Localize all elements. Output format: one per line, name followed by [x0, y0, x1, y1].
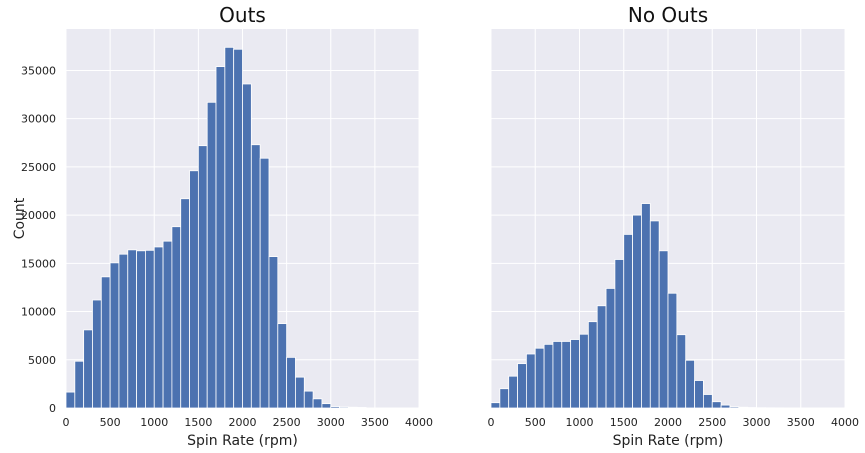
- no-outs-histogram-bar: [605, 288, 616, 409]
- no-outs-histogram-bar: [729, 406, 740, 409]
- outs-histogram-bar: [312, 398, 323, 409]
- no-outs-histogram-bar: [720, 404, 731, 409]
- no-outs-x-tick-label: 3000: [743, 416, 771, 429]
- no-outs-histogram-bar: [711, 401, 722, 409]
- no-outs-histogram-bar: [632, 214, 642, 409]
- outs-x-tick-label: 3500: [361, 416, 389, 429]
- no-outs-histogram-bar: [703, 394, 713, 409]
- no-outs-histogram-bar: [526, 353, 536, 409]
- no-outs-histogram-bar: [685, 359, 695, 409]
- no-outs-x-tick-label: 2000: [654, 416, 682, 429]
- outs-histogram-bar: [136, 250, 146, 409]
- outs-histogram-bar: [286, 356, 296, 409]
- no-outs-histogram-bar: [543, 343, 554, 409]
- no-outs-histogram-bar: [508, 375, 518, 409]
- outs-histogram-bar: [145, 249, 155, 409]
- outs-y-tick-label: 15000: [21, 257, 56, 270]
- no-outs-histogram-bar: [738, 406, 749, 409]
- outs-x-tick-label: 2000: [229, 416, 257, 429]
- outs-histogram-bar: [189, 170, 199, 409]
- outs-x-tick-label: 2500: [273, 416, 301, 429]
- no-outs-x-tick-label: 0: [488, 416, 495, 429]
- no-outs-x-tick-label: 2500: [698, 416, 726, 429]
- outs-x-tick-label: 1500: [184, 416, 212, 429]
- outs-y-tick-label: 30000: [21, 113, 56, 126]
- outs-y-tick-label: 10000: [21, 306, 56, 319]
- no-outs-histogram-bar: [694, 380, 704, 409]
- outs-y-axis-label: Count: [12, 197, 28, 239]
- outs-histogram-bar: [206, 101, 217, 409]
- outs-histogram-bar: [347, 406, 358, 409]
- no-outs-x-tick-label: 3500: [787, 416, 815, 429]
- outs-histogram-bar: [250, 144, 261, 409]
- no-outs-histogram-bar: [490, 402, 501, 409]
- outs-chart-title: Outs: [219, 3, 266, 27]
- outs-histogram-bar: [162, 240, 173, 409]
- outs-histogram-bar: [321, 403, 332, 409]
- outs-histogram-bar: [100, 276, 111, 409]
- outs-y-tick-label: 0: [49, 402, 56, 415]
- no-outs-histogram-panel: 0 500 1000 1500 2000 2500 3000 3500 4000 No Outs…: [488, 3, 860, 449]
- outs-x-axis-label: Spin Rate (rpm): [187, 433, 298, 449]
- outs-histogram-bar: [330, 406, 340, 409]
- outs-histogram-bar: [242, 83, 252, 409]
- no-outs-x-axis-label: Spin Rate (rpm): [613, 433, 724, 449]
- outs-histogram-bar: [259, 157, 270, 409]
- no-outs-x-tick-label: 4000: [831, 416, 859, 429]
- no-outs-histogram-bar: [587, 321, 598, 409]
- outs-y-tick-label: 5000: [28, 354, 56, 367]
- no-outs-histogram-bar: [649, 220, 660, 409]
- no-outs-x-tick-label: 1500: [610, 416, 638, 429]
- no-outs-histogram-bar: [676, 334, 687, 409]
- outs-histogram-bar: [215, 66, 226, 409]
- outs-histogram-bar: [339, 406, 349, 409]
- no-outs-histogram-bar: [561, 341, 572, 409]
- no-outs-histogram-bar: [534, 347, 545, 409]
- outs-histogram-bar: [171, 226, 182, 409]
- outs-x-tick-label: 1000: [140, 416, 168, 429]
- no-outs-histogram-bar: [579, 333, 589, 409]
- no-outs-histogram-bar: [596, 305, 607, 409]
- outs-histogram-bar: [65, 391, 76, 409]
- outs-histogram-bar: [224, 46, 235, 409]
- no-outs-histogram-bar: [517, 363, 527, 409]
- outs-histogram-panel: 0 500 1000 1500 2000 2500 3000 3500 4000 0 5000 10…: [12, 3, 433, 449]
- outs-histogram-bar: [180, 198, 190, 409]
- outs-histogram-bar: [356, 407, 367, 409]
- no-outs-histogram-bar: [667, 292, 678, 409]
- outs-histogram-bar: [197, 145, 208, 409]
- no-outs-histogram-bar: [658, 250, 669, 409]
- outs-histogram-bar: [109, 262, 120, 409]
- outs-histogram-bar: [303, 390, 314, 409]
- outs-y-tick-label: 25000: [21, 161, 56, 174]
- no-outs-x-tick-label: 1000: [566, 416, 594, 429]
- outs-x-tick-label: 500: [100, 416, 121, 429]
- no-outs-histogram-bar: [641, 203, 651, 409]
- outs-histogram-bar: [295, 376, 305, 409]
- outs-histogram-bar: [118, 253, 129, 409]
- outs-x-tick-label: 4000: [405, 416, 433, 429]
- outs-histogram-bar: [83, 329, 93, 409]
- outs-histogram-bar: [277, 323, 288, 409]
- outs-histogram-bar: [268, 256, 279, 409]
- no-outs-histogram-bar: [552, 341, 563, 409]
- outs-histogram-bar: [74, 360, 85, 409]
- no-outs-chart-title: No Outs: [628, 3, 708, 27]
- outs-histogram-bar: [127, 249, 138, 409]
- no-outs-x-tick-label: 500: [525, 416, 546, 429]
- no-outs-histogram-bar: [570, 339, 580, 409]
- outs-histogram-bar: [92, 299, 102, 409]
- no-outs-histogram-bar: [499, 388, 510, 409]
- outs-y-tick-label: 35000: [21, 64, 56, 77]
- outs-x-tick-label: 3000: [317, 416, 345, 429]
- outs-y-tick-label: 20000: [21, 209, 56, 222]
- outs-x-tick-label: 0: [63, 416, 70, 429]
- outs-histogram-bar: [233, 48, 243, 409]
- no-outs-histogram-bar: [614, 259, 625, 409]
- no-outs-histogram-bar: [623, 234, 634, 409]
- outs-histogram-bar: [153, 246, 164, 409]
